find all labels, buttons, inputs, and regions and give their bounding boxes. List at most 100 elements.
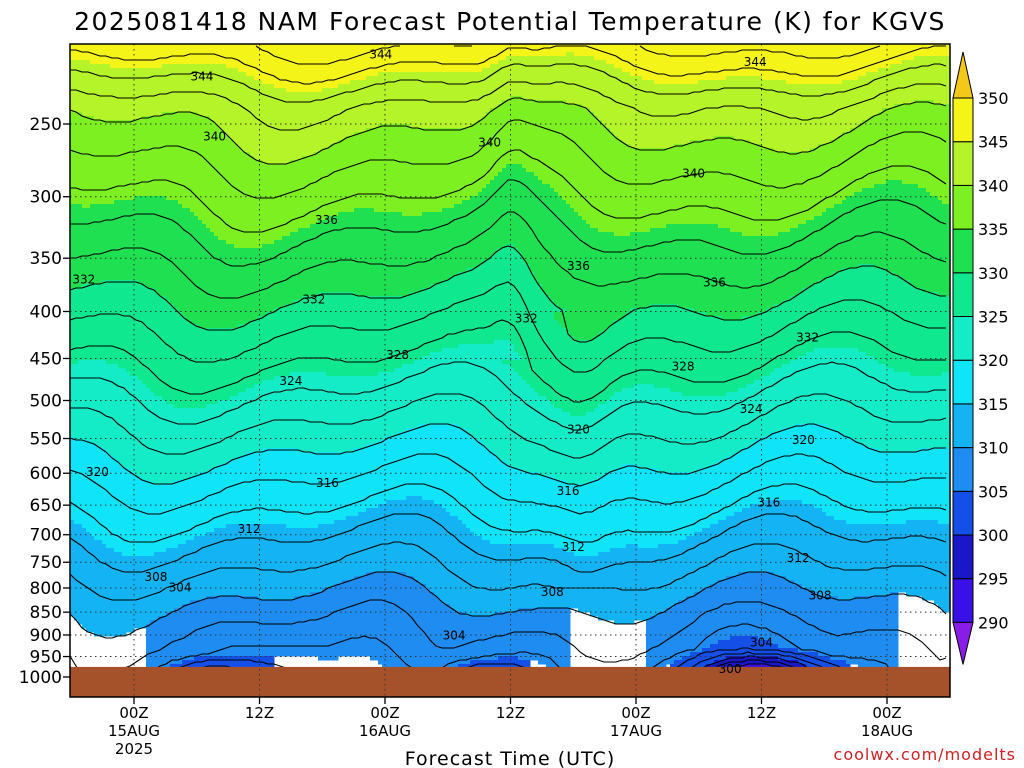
theta-band-cell	[106, 64, 111, 121]
theta-band-cell	[306, 44, 311, 93]
contour-label: 316	[557, 484, 580, 498]
theta-band-cell	[714, 224, 719, 317]
theta-band-cell	[286, 376, 291, 449]
theta-band-cell	[410, 364, 415, 429]
theta-band-cell	[906, 184, 911, 281]
theta-band-cell	[258, 316, 263, 385]
theta-band-cell	[546, 400, 551, 477]
theta-band-cell	[426, 212, 431, 289]
theta-band-cell	[746, 448, 751, 509]
theta-band-cell	[706, 528, 711, 589]
theta-band-cell	[94, 284, 99, 361]
theta-band-cell	[254, 160, 259, 249]
theta-band-cell	[122, 280, 127, 369]
theta-band-cell	[266, 164, 271, 245]
theta-band-cell	[514, 248, 519, 353]
theta-band-cell	[658, 612, 663, 673]
theta-band-cell	[154, 396, 159, 485]
theta-band-cell	[930, 520, 935, 601]
theta-band-cell	[518, 608, 523, 661]
theta-band-cell	[426, 500, 431, 589]
theta-band-cell	[662, 388, 667, 473]
theta-band-cell	[442, 424, 447, 509]
theta-band-cell	[334, 44, 339, 89]
theta-band-cell	[518, 96, 523, 165]
theta-band-cell	[462, 612, 467, 665]
theta-band-cell	[254, 596, 259, 657]
theta-band-cell	[86, 284, 91, 361]
theta-band-cell	[126, 44, 131, 69]
theta-band-cell	[754, 504, 759, 573]
theta-band-cell	[86, 360, 91, 441]
theta-band-cell	[166, 200, 171, 301]
theta-band-cell	[254, 452, 259, 525]
y-tick-label: 800	[30, 579, 62, 599]
theta-band-cell	[270, 524, 275, 601]
theta-band-cell	[70, 60, 75, 113]
theta-band-cell	[554, 56, 559, 101]
theta-band-cell	[898, 104, 903, 181]
theta-band-cell	[662, 148, 667, 229]
theta-band-cell	[838, 600, 843, 661]
theta-band-cell	[566, 552, 571, 609]
theta-band-cell	[618, 68, 623, 141]
theta-band-cell	[634, 308, 639, 385]
theta-band-cell	[110, 280, 115, 365]
theta-band-cell	[170, 112, 175, 201]
theta-band-cell	[946, 104, 950, 205]
theta-band-cell	[850, 196, 855, 269]
theta-band-cell	[946, 56, 950, 105]
theta-band-cell	[814, 148, 819, 217]
theta-band-cell	[606, 232, 611, 329]
theta-band-cell	[94, 120, 99, 205]
theta-band-cell	[806, 288, 811, 353]
theta-band-cell	[422, 356, 427, 425]
theta-band-cell	[574, 104, 579, 213]
theta-band-cell	[862, 596, 867, 669]
theta-band-cell	[794, 660, 799, 673]
theta-band-cell	[714, 584, 719, 645]
theta-band-cell	[926, 448, 931, 521]
theta-band-cell	[742, 388, 747, 449]
theta-band-cell	[430, 424, 435, 501]
theta-band-cell	[210, 404, 215, 469]
theta-band-cell	[70, 112, 75, 205]
theta-band-cell	[258, 44, 263, 81]
theta-band-cell	[298, 372, 303, 453]
theta-band-cell	[134, 68, 139, 121]
theta-band-cell	[410, 44, 415, 73]
theta-band-cell	[302, 228, 307, 297]
theta-band-cell	[394, 72, 399, 125]
theta-band-cell	[630, 544, 635, 625]
theta-band-cell	[702, 396, 707, 469]
theta-band-cell	[570, 484, 575, 553]
theta-band-cell	[170, 304, 175, 405]
theta-band-cell	[358, 80, 363, 133]
theta-band-cell	[222, 240, 227, 329]
theta-band-cell	[78, 440, 83, 525]
theta-band-cell	[726, 456, 731, 517]
theta-band-cell	[842, 520, 847, 601]
theta-band-cell	[530, 608, 535, 661]
theta-band-cell	[218, 400, 223, 465]
theta-band-cell	[186, 320, 191, 409]
theta-band-cell	[842, 436, 847, 521]
theta-band-cell	[722, 136, 727, 229]
theta-band-cell	[138, 196, 143, 285]
theta-band-cell	[882, 184, 887, 269]
theta-band-cell	[530, 56, 535, 101]
contour-label: 328	[386, 348, 409, 362]
theta-band-cell	[870, 264, 875, 357]
theta-band-cell	[186, 604, 191, 661]
theta-band-cell	[898, 64, 903, 105]
theta-band-cell	[870, 188, 875, 265]
theta-band-cell	[650, 80, 655, 149]
theta-band-cell	[170, 548, 175, 613]
theta-band-cell	[406, 576, 411, 689]
theta-band-cell	[770, 432, 775, 501]
theta-band-cell	[134, 376, 139, 477]
theta-band-cell	[430, 284, 435, 353]
theta-band-cell	[366, 296, 371, 377]
theta-band-cell	[574, 212, 579, 341]
